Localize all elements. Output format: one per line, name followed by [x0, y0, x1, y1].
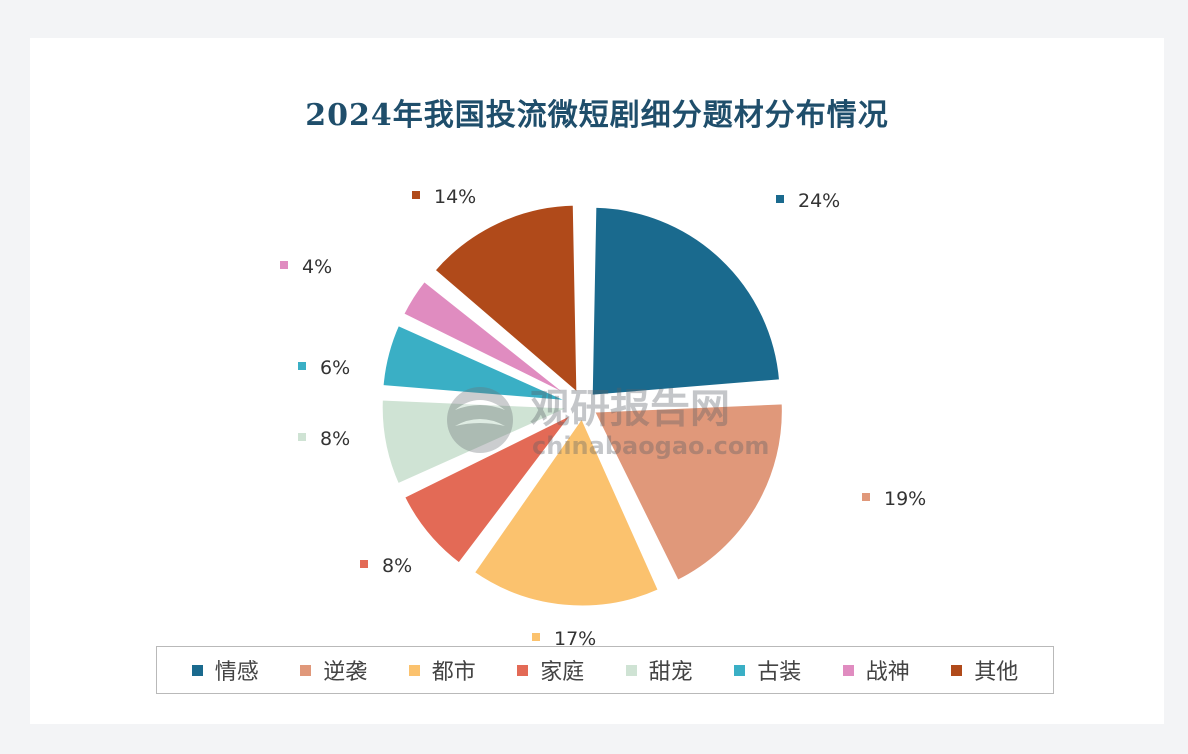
- legend-item: 情感: [191, 654, 259, 686]
- pie-chart: 24% 19% 17% 8% 8% 6% 4% 14% 观研报告网 chinabaogao.c…: [280, 186, 926, 650]
- legend-swatch: [842, 664, 854, 676]
- legend-swatch: [734, 664, 746, 676]
- data-label: 8%: [382, 555, 412, 577]
- legend-item: 都市: [408, 654, 476, 686]
- legend-item: 其他: [951, 654, 1018, 686]
- data-label: 14%: [434, 186, 476, 208]
- chart-card: 24% 19% 17% 8% 8% 6% 4% 14% 观研报告网 chinabaogao.c…: [30, 38, 1164, 724]
- data-label-swatch: [862, 493, 870, 501]
- pie-slice-其他: [431, 202, 580, 398]
- data-label-swatch: [776, 195, 784, 203]
- pie-slice-都市: [471, 413, 662, 609]
- pie-slice-甜宠: [379, 397, 572, 487]
- legend-swatch: [951, 664, 963, 676]
- data-label: 4%: [302, 256, 332, 278]
- pie-slices: [379, 202, 785, 609]
- legend-swatch: [408, 664, 420, 676]
- legend-swatch: [517, 664, 529, 676]
- legend-label: 家庭: [540, 660, 585, 685]
- data-label-swatch: [280, 261, 288, 269]
- data-label-swatch: [360, 560, 368, 568]
- legend-label: 战神: [865, 660, 910, 685]
- data-label: 6%: [320, 357, 350, 379]
- chart-title: 2024年我国投流微短剧细分题材分布情况: [305, 98, 889, 133]
- pie-slice-古装: [380, 322, 572, 404]
- pie-slice-情感: [589, 204, 783, 398]
- data-label: 17%: [554, 628, 596, 650]
- data-label-swatch: [412, 191, 420, 199]
- data-label-swatch: [298, 433, 306, 441]
- legend-label: 情感: [214, 660, 259, 685]
- watermark-swirl-icon: [447, 387, 513, 453]
- watermark-text-cn: 观研报告网: [530, 386, 730, 432]
- legend-label: 逆袭: [323, 660, 368, 685]
- legend-label: 古装: [757, 660, 802, 685]
- pie-slice-逆袭: [590, 401, 785, 584]
- watermark-logo: 观研报告网 chinabaogao.com: [447, 386, 769, 460]
- legend-swatch: [625, 664, 637, 676]
- legend-item: 战神: [842, 654, 910, 686]
- legend-swatch: [300, 664, 312, 676]
- legend-swatch: [191, 664, 203, 676]
- legend-item: 家庭: [517, 654, 584, 686]
- legend-item: 甜宠: [625, 654, 693, 686]
- data-label: 8%: [320, 428, 350, 450]
- data-label-swatch: [298, 362, 306, 370]
- data-label-swatch: [532, 633, 540, 641]
- legend-label: 甜宠: [648, 660, 693, 685]
- watermark-text-en: chinabaogao.com: [532, 432, 769, 460]
- legend-item: 古装: [734, 654, 801, 686]
- legend-item: 逆袭: [300, 654, 367, 686]
- pie-slice-战神: [400, 278, 574, 400]
- data-label: 24%: [798, 190, 840, 212]
- chart-legend: 情感 逆袭 都市 家庭 甜宠 古装 战神 其他: [156, 646, 1054, 694]
- legend-label: 其他: [974, 660, 1019, 685]
- pie-labels: 24% 19% 17% 8% 8% 6% 4% 14%: [280, 186, 926, 650]
- pie-slice-家庭: [401, 411, 575, 567]
- legend-label: 都市: [431, 660, 476, 685]
- data-label: 19%: [884, 488, 926, 510]
